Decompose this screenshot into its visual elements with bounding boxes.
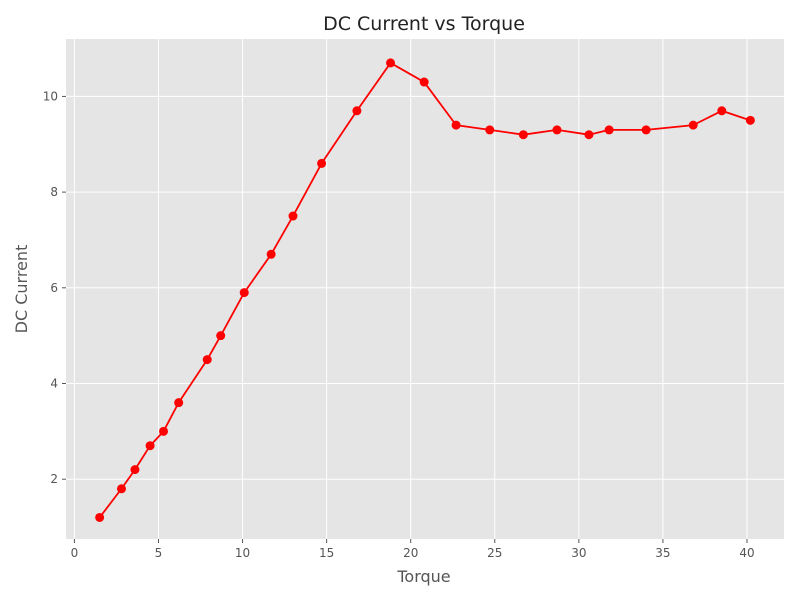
x-axis-label: Torque (396, 567, 450, 586)
x-tick-label: 10 (235, 546, 250, 560)
y-tick-label: 6 (50, 281, 58, 295)
data-point (352, 106, 362, 116)
data-point (451, 120, 461, 130)
data-point (745, 115, 755, 125)
x-tick-label: 0 (71, 546, 79, 560)
data-point (584, 130, 594, 140)
data-point (174, 398, 184, 408)
data-point (485, 125, 495, 135)
tick-labels: 0 5 10 15 20 25 30 35 40 2 4 6 8 10 (43, 89, 755, 560)
data-point (386, 58, 396, 68)
x-tick-label: 20 (403, 546, 418, 560)
data-point (202, 355, 212, 365)
y-tick-label: 2 (50, 472, 58, 486)
x-tick-label: 40 (739, 546, 754, 560)
data-series (95, 58, 755, 522)
data-point (116, 484, 126, 494)
data-point (641, 125, 651, 135)
y-tick-label: 8 (50, 185, 58, 199)
data-point (317, 158, 327, 168)
data-point (717, 106, 727, 116)
data-point (239, 288, 249, 298)
y-axis-label: DC Current (12, 245, 31, 334)
data-point (130, 465, 140, 475)
data-point (266, 249, 276, 259)
x-tick-label: 15 (319, 546, 334, 560)
data-point (552, 125, 562, 135)
data-point (604, 125, 614, 135)
data-point (145, 441, 155, 451)
x-tick-label: 30 (571, 546, 586, 560)
data-point (159, 426, 169, 436)
data-point (216, 331, 226, 341)
plot-area (66, 39, 784, 539)
x-tick-label: 5 (155, 546, 163, 560)
data-point (288, 211, 298, 221)
y-tick-label: 4 (50, 376, 58, 390)
data-point (518, 130, 528, 140)
data-point (688, 120, 698, 130)
data-point (95, 512, 105, 522)
data-point (419, 77, 429, 87)
x-tick-label: 35 (655, 546, 670, 560)
chart-title: DC Current vs Torque (323, 13, 525, 35)
y-tick-label: 10 (43, 89, 58, 103)
x-tick-label: 25 (487, 546, 502, 560)
